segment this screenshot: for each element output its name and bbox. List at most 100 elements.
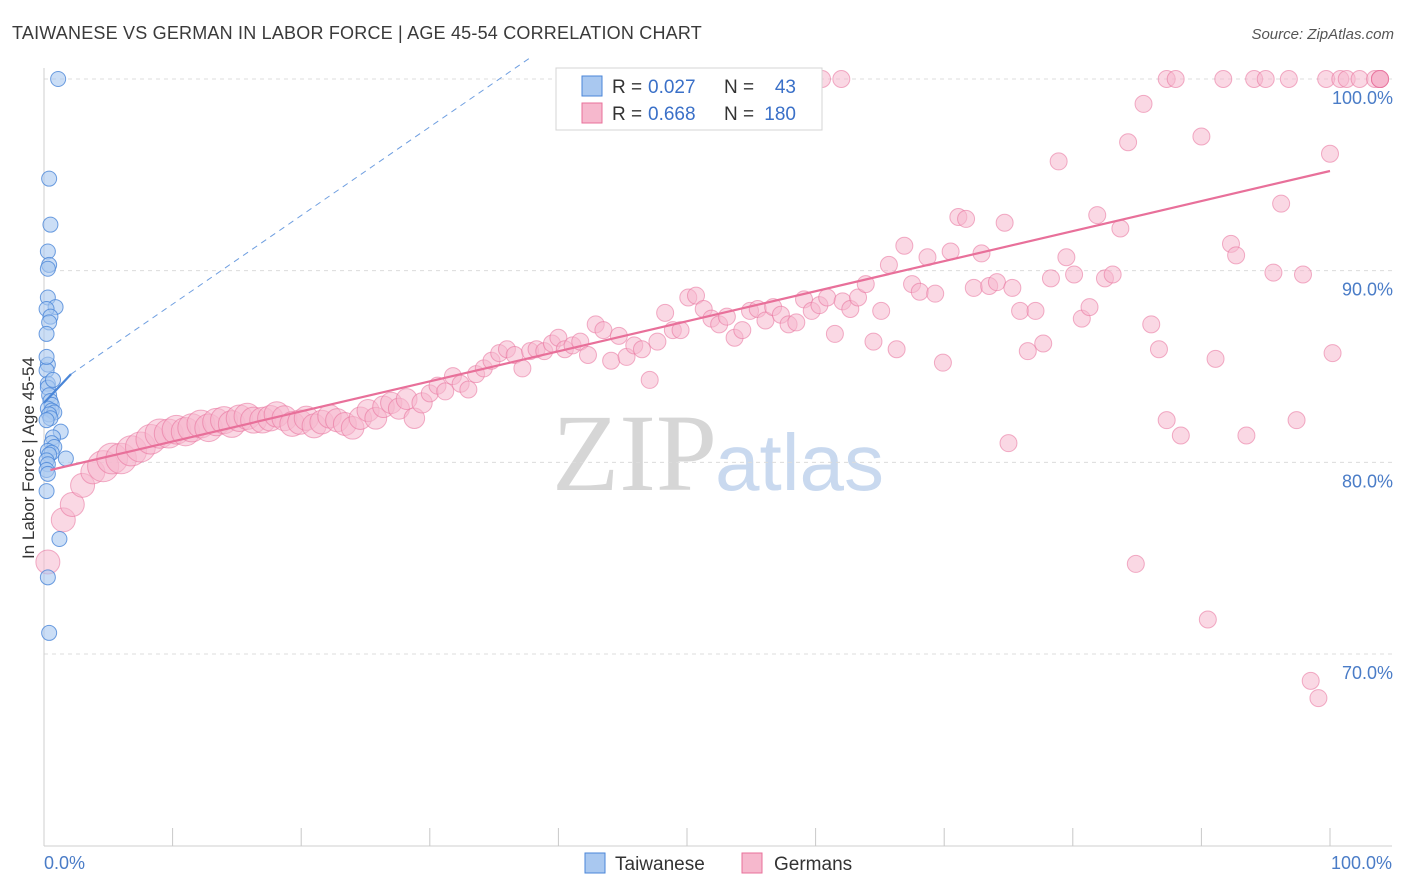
germans-point [910, 282, 929, 301]
germans-point [602, 351, 621, 370]
germans-point [436, 382, 455, 401]
germans-point [926, 284, 945, 303]
bottom-legend-swatch-germans [741, 852, 763, 874]
germans-point [1049, 152, 1068, 171]
germans-point [1264, 263, 1283, 282]
germans-point [1149, 340, 1168, 359]
taiwanese-point [39, 260, 56, 277]
germans-point [1134, 94, 1153, 113]
germans-point [1041, 269, 1060, 288]
germans-point [1011, 301, 1030, 320]
germans-point [656, 303, 675, 322]
germans-point [1371, 70, 1389, 88]
germans-point [1166, 70, 1185, 88]
bottom-legend-swatch-taiwanese [584, 852, 606, 874]
chart-title: TAIWANESE VS GERMAN IN LABOR FORCE | AGE… [12, 23, 702, 43]
germans-point [879, 255, 898, 274]
germans-point [1026, 301, 1045, 320]
germans-point [1323, 344, 1342, 363]
germans-point [687, 286, 706, 305]
taiwanese-point [39, 243, 56, 260]
taiwanese-point [38, 325, 55, 342]
germans-point [578, 346, 597, 364]
germans-point [1227, 246, 1246, 265]
germans-point [1034, 334, 1053, 353]
legend-n-value-germans: 180 [764, 104, 796, 125]
y-tick-label-80: 80.0% [1342, 471, 1393, 491]
germans-point [632, 340, 651, 359]
taiwanese-point [38, 412, 55, 429]
germans-point [1237, 426, 1256, 445]
legend-swatch-germans [581, 102, 603, 124]
taiwanese-point [50, 71, 67, 87]
germans-point [933, 353, 952, 372]
germans-point [1214, 70, 1233, 88]
germans-point [1287, 411, 1306, 430]
germans-point [1003, 278, 1022, 297]
legend-r-label-germans: R = [612, 104, 642, 125]
germans-points [35, 70, 1389, 708]
y-tick-label-100: 100.0% [1332, 88, 1393, 108]
germans-point [1192, 127, 1211, 146]
germans-point [1198, 610, 1217, 629]
germans-point [513, 359, 532, 378]
legend-swatch-taiwanese [581, 75, 603, 97]
source-label: Source: ZipAtlas.com [1251, 26, 1394, 43]
legend-n-label-germans: N = [724, 104, 754, 125]
legend-n-value-taiwanese: 43 [775, 77, 796, 98]
germans-point [756, 311, 775, 330]
legend-r-value-taiwanese: 0.027 [648, 77, 696, 98]
germans-point [1057, 248, 1076, 267]
taiwanese-point [39, 569, 56, 586]
legend-r-value-germans: 0.668 [648, 104, 696, 125]
germans-point [995, 213, 1014, 232]
germans-point [671, 321, 690, 340]
germans-trend-line [50, 169, 1331, 472]
taiwanese-trend-line [43, 373, 72, 404]
legend-r-label-taiwanese: R = [612, 77, 642, 98]
bottom-legend-taiwanese: Taiwanese [615, 854, 705, 875]
germans-point [1103, 265, 1122, 284]
germans-point [1119, 133, 1138, 152]
taiwanese-point [41, 170, 58, 187]
taiwanese-point [45, 371, 62, 388]
germans-point [1301, 671, 1320, 690]
taiwanese-point [51, 531, 68, 547]
watermark: ZIP atlas [552, 392, 884, 514]
legend-n-label-taiwanese: N = [724, 77, 754, 98]
taiwanese-points [38, 71, 74, 641]
x-tick-label-min: 0.0% [44, 853, 85, 873]
legend-box: R = 0.027 N = 43 R = 0.668 N = 180 [555, 67, 823, 131]
taiwanese-point [38, 348, 55, 365]
germans-point [1171, 426, 1190, 445]
x-tick-label-max: 100.0% [1331, 853, 1392, 873]
germans-point [825, 324, 844, 343]
germans-point [594, 321, 613, 340]
taiwanese-trend-extension [70, 55, 533, 375]
germans-point [832, 70, 851, 88]
germans-point [987, 273, 1006, 292]
germans-point [640, 370, 659, 389]
germans-point [1321, 144, 1339, 163]
trend-lines [43, 55, 1331, 472]
germans-point [999, 434, 1018, 453]
germans-point [1272, 194, 1291, 213]
germans-point [787, 313, 806, 332]
y-tick-label-70: 70.0% [1342, 663, 1393, 683]
germans-point [1256, 70, 1275, 88]
germans-point [1350, 70, 1369, 88]
germans-point [1018, 342, 1037, 361]
bottom-legend: Taiwanese Germans [584, 852, 852, 875]
bottom-legend-germans: Germans [774, 854, 852, 875]
germans-point [818, 288, 837, 307]
germans-point [59, 492, 85, 517]
germans-point [1206, 349, 1225, 368]
germans-point [648, 332, 667, 351]
y-axis-label: In Labor Force | Age 45-54 [19, 357, 38, 559]
germans-point [1111, 219, 1130, 238]
germans-point [1142, 315, 1161, 334]
germans-point [1080, 298, 1099, 317]
germans-point [957, 209, 976, 228]
germans-point [849, 288, 868, 307]
germans-point [1088, 206, 1107, 225]
